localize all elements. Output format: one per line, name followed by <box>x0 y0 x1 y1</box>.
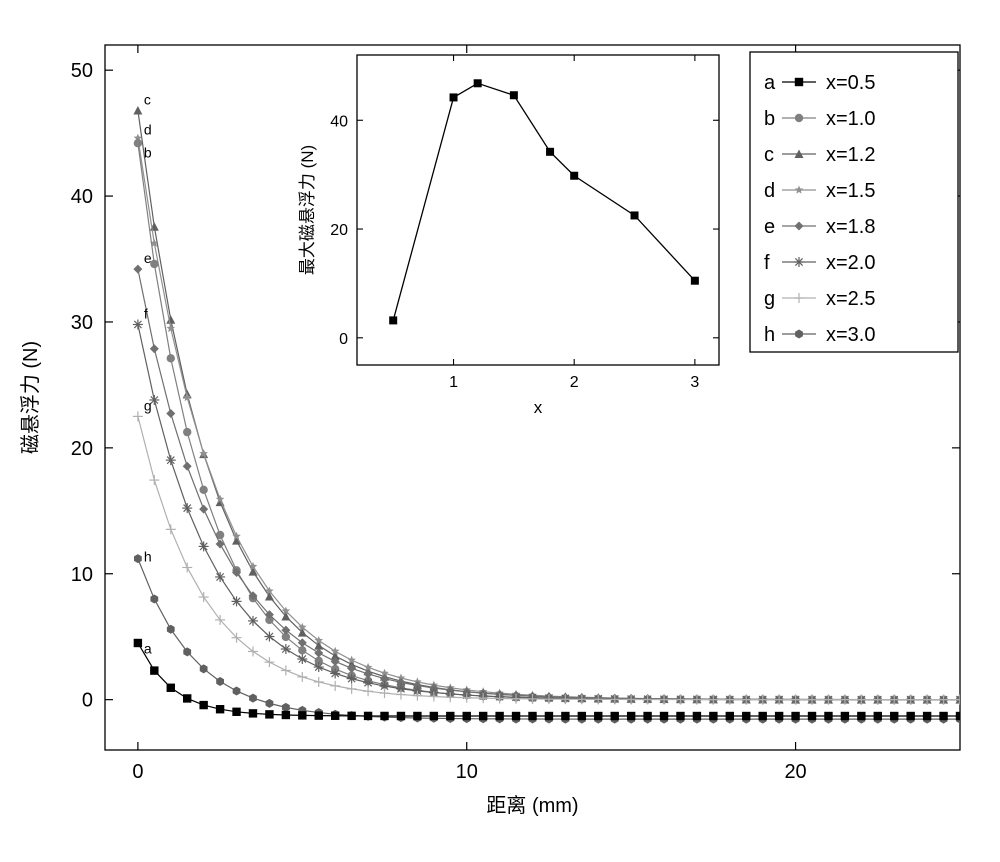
legend-label-h: x=3.0 <box>826 324 875 346</box>
inset-ytick: 0 <box>339 331 348 348</box>
series-f <box>133 319 965 704</box>
series-letter-b: b <box>144 144 152 160</box>
series-letter-h: h <box>144 548 152 564</box>
inset-xtick: 2 <box>570 374 579 391</box>
xtick-label: 20 <box>784 761 806 783</box>
ytick-label: 20 <box>71 438 93 460</box>
inset-xtick: 3 <box>690 374 699 391</box>
ylabel: 磁悬浮力 (N) <box>19 341 42 454</box>
xtick-label: 10 <box>456 761 478 783</box>
legend-letter-e: e <box>764 216 775 238</box>
legend-label-f: x=2.0 <box>826 252 875 274</box>
inset-xlabel: x <box>534 398 543 417</box>
legend-letter-h: h <box>764 324 775 346</box>
series-letter-c: c <box>144 91 151 107</box>
series-letter-f: f <box>144 305 148 321</box>
ytick-label: 40 <box>71 186 93 208</box>
xtick-label: 0 <box>132 761 143 783</box>
inset-ylabel: 最大磁悬浮力 (N) <box>298 145 317 275</box>
inset-xtick: 1 <box>449 374 458 391</box>
legend-letter-a: a <box>764 72 776 94</box>
legend-label-g: x=2.5 <box>826 288 875 310</box>
legend-label-b: x=1.0 <box>826 108 875 130</box>
legend-label-e: x=1.8 <box>826 216 875 238</box>
inset-box <box>357 55 719 365</box>
legend-letter-f: f <box>764 252 770 274</box>
ytick-label: 50 <box>71 60 93 82</box>
series-g <box>133 411 965 704</box>
series-letter-e: e <box>144 250 152 266</box>
ytick-label: 0 <box>82 690 93 712</box>
series-a <box>134 639 965 720</box>
legend-label-d: x=1.5 <box>826 180 875 202</box>
series-letter-g: g <box>144 397 152 413</box>
legend-letter-c: c <box>764 144 774 166</box>
inset-ytick: 20 <box>330 222 348 239</box>
legend-letter-d: d <box>764 180 775 202</box>
series-letter-d: d <box>144 122 152 138</box>
legend-letter-b: b <box>764 108 775 130</box>
inset-ytick: 40 <box>330 113 348 130</box>
chart-canvas: 0102001020304050距离 (mm)磁悬浮力 (N)cdbefgha1… <box>0 0 1000 862</box>
ytick-label: 30 <box>71 312 93 334</box>
series-letter-a: a <box>144 640 152 656</box>
ytick-label: 10 <box>71 564 93 586</box>
xlabel: 距离 (mm) <box>486 794 578 817</box>
legend-letter-g: g <box>764 288 775 310</box>
legend-label-c: x=1.2 <box>826 144 875 166</box>
legend-label-a: x=0.5 <box>826 72 875 94</box>
